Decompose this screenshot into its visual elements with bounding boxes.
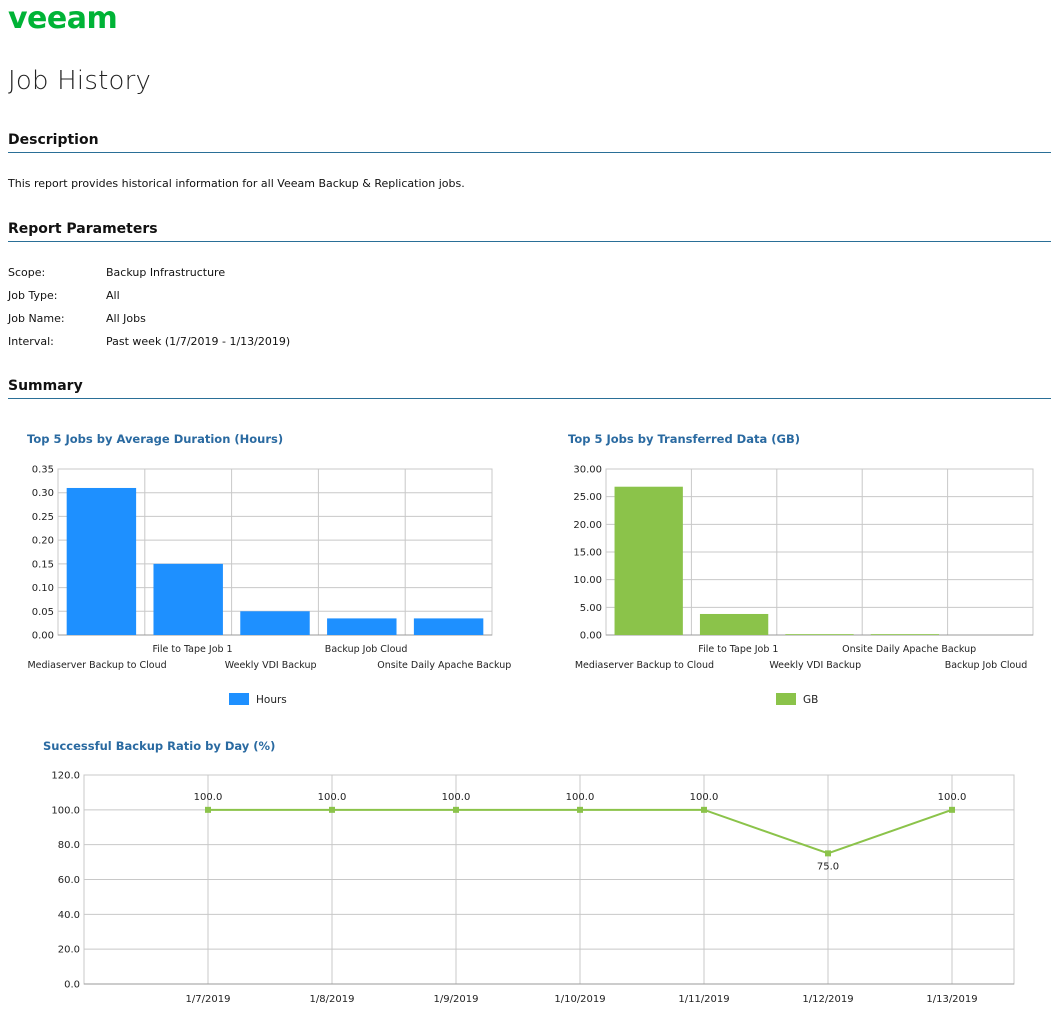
x-tick-label: 1/8/2019 xyxy=(310,994,355,1005)
param-value: Backup Infrastructure xyxy=(106,266,226,279)
data-label: 100.0 xyxy=(318,792,347,803)
x-category-label: File to Tape Job 1 xyxy=(698,644,778,655)
description-text: This report provides historical informat… xyxy=(8,177,465,190)
x-category-label: Onsite Daily Apache Backup xyxy=(377,660,511,671)
data-label: 75.0 xyxy=(817,861,839,872)
logo-text: veeam xyxy=(8,4,117,34)
y-tick-label: 20.0 xyxy=(58,945,80,956)
x-category-label: Weekly VDI Backup xyxy=(225,660,317,671)
x-category-label: Backup Job Cloud xyxy=(945,660,1028,671)
y-tick-label: 100.0 xyxy=(51,805,80,816)
y-tick-label: 10.00 xyxy=(573,575,602,586)
param-value: All xyxy=(106,289,120,302)
param-key: Interval: xyxy=(8,335,54,348)
y-tick-label: 0.0 xyxy=(64,980,80,991)
legend-label: Hours xyxy=(256,694,287,706)
bar xyxy=(66,487,137,635)
param-key: Job Name: xyxy=(8,312,65,325)
legend-swatch xyxy=(776,693,796,705)
y-tick-label: 15.00 xyxy=(573,548,602,559)
y-tick-label: 60.0 xyxy=(58,875,80,886)
y-tick-label: 0.05 xyxy=(32,607,54,618)
x-category-label: Onsite Daily Apache Backup xyxy=(842,644,976,655)
x-tick-label: 1/11/2019 xyxy=(678,994,729,1005)
param-row-interval: Interval: Past week (1/7/2019 - 1/13/2019… xyxy=(8,335,290,348)
veeam-logo: veeam xyxy=(8,4,118,34)
x-category-label: Mediaserver Backup to Cloud xyxy=(27,660,166,671)
page-title: Job History xyxy=(8,66,152,96)
chart-title-duration: Top 5 Jobs by Average Duration (Hours) xyxy=(27,432,284,446)
plot-frame xyxy=(83,774,1015,985)
y-tick-label: 0.20 xyxy=(32,536,54,547)
y-tick-label: 30.00 xyxy=(573,465,602,476)
y-tick-label: 20.00 xyxy=(573,520,602,531)
y-tick-label: 0.30 xyxy=(32,488,54,499)
x-tick-label: 1/13/2019 xyxy=(926,994,977,1005)
y-tick-label: 0.15 xyxy=(32,559,54,570)
y-tick-label: 25.00 xyxy=(573,492,602,503)
bar xyxy=(153,563,223,635)
bar xyxy=(699,613,769,635)
bar xyxy=(327,618,397,635)
report-parameters-heading: Report Parameters xyxy=(8,221,1051,242)
y-tick-label: 0.10 xyxy=(32,583,54,594)
data-label: 100.0 xyxy=(442,792,471,803)
x-category-label: File to Tape Job 1 xyxy=(152,644,232,655)
plot-frame xyxy=(57,468,493,636)
bar xyxy=(413,618,484,635)
y-tick-label: 0.00 xyxy=(32,631,54,642)
x-category-label: Mediaserver Backup to Cloud xyxy=(575,660,714,671)
y-tick-label: 0.25 xyxy=(32,512,54,523)
y-tick-label: 0.35 xyxy=(32,465,54,476)
data-label: 100.0 xyxy=(566,792,595,803)
plot-frame xyxy=(605,468,1034,636)
param-value: All Jobs xyxy=(106,312,146,325)
y-tick-label: 80.0 xyxy=(58,840,80,851)
x-tick-label: 1/12/2019 xyxy=(802,994,853,1005)
bar xyxy=(614,486,683,635)
legend-swatch xyxy=(229,693,249,705)
data-point xyxy=(949,806,955,813)
chart-title-success-ratio: Successful Backup Ratio by Day (%) xyxy=(43,739,276,753)
data-point xyxy=(825,850,831,857)
y-tick-label: 5.00 xyxy=(580,603,602,614)
param-key: Scope: xyxy=(8,266,46,279)
x-category-label: Backup Job Cloud xyxy=(325,644,408,655)
param-row-scope: Scope: Backup Infrastructure xyxy=(8,266,225,279)
chart-title-transferred: Top 5 Jobs by Transferred Data (GB) xyxy=(568,432,800,446)
data-label: 100.0 xyxy=(690,792,719,803)
data-point xyxy=(701,806,707,813)
summary-heading: Summary xyxy=(8,378,1051,399)
data-point xyxy=(205,806,211,813)
data-label: 100.0 xyxy=(194,792,223,803)
y-tick-label: 40.0 xyxy=(58,910,80,921)
y-tick-label: 0.00 xyxy=(580,631,602,642)
data-point xyxy=(453,806,459,813)
param-key: Job Type: xyxy=(8,289,58,302)
x-tick-label: 1/7/2019 xyxy=(186,994,231,1005)
description-heading: Description xyxy=(8,132,1051,153)
data-point xyxy=(329,806,335,813)
x-category-label: Weekly VDI Backup xyxy=(769,660,861,671)
series-line xyxy=(208,808,953,855)
data-point xyxy=(577,806,583,813)
param-value: Past week (1/7/2019 - 1/13/2019) xyxy=(106,335,291,348)
bar xyxy=(785,634,854,635)
x-tick-label: 1/10/2019 xyxy=(554,994,605,1005)
legend-label: GB xyxy=(803,694,818,706)
x-tick-label: 1/9/2019 xyxy=(434,994,479,1005)
bar xyxy=(870,634,940,635)
bar xyxy=(240,611,310,635)
param-row-job-type: Job Type: All xyxy=(8,289,120,302)
data-label: 100.0 xyxy=(938,792,967,803)
y-tick-label: 120.0 xyxy=(51,771,80,782)
param-row-job-name: Job Name: All Jobs xyxy=(8,312,146,325)
